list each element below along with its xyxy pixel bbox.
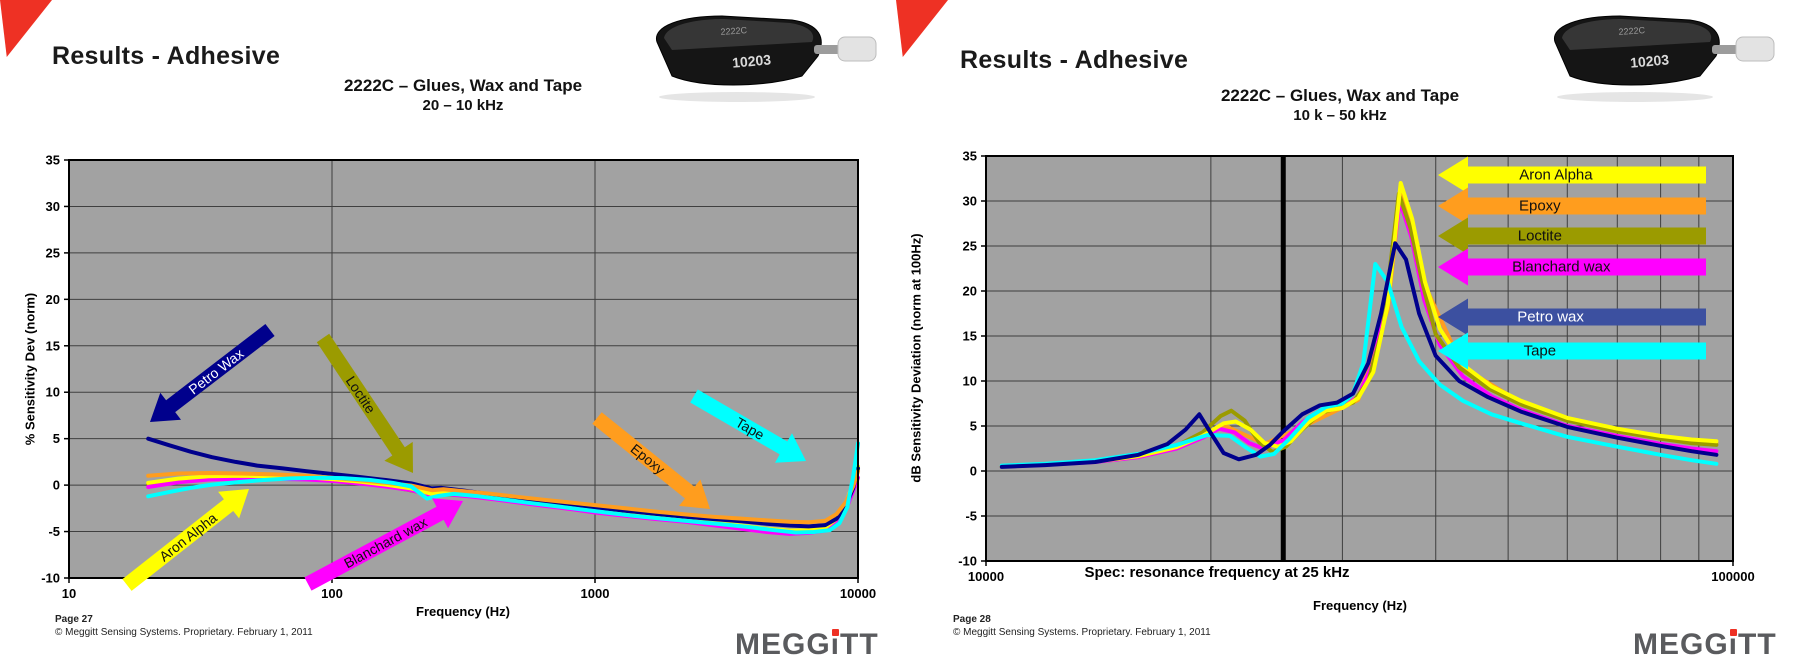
x-tick-label: 10: [62, 586, 76, 601]
legend-blanchard-wax-label: Blanchard wax: [1512, 259, 1611, 276]
curve-tape: [146, 441, 860, 535]
y-tick-label: -5: [48, 524, 60, 539]
device-cable: [814, 45, 842, 54]
device-top-face: [664, 19, 814, 50]
device-serial-text: 10203: [731, 51, 771, 70]
y-tick-label: 5: [53, 431, 60, 446]
y-tick-label: 10: [46, 385, 60, 400]
copyright-text: © Meggitt Sensing Systems. Proprietary. …: [953, 627, 1211, 638]
device-model-text: 2222C: [1618, 25, 1646, 37]
chart-title: 2222C – Glues, Wax and Tape: [343, 76, 583, 95]
y-tick-label: 25: [46, 245, 60, 260]
meggitt-logo: MEGGıTT: [735, 628, 879, 662]
tape-arrow: [690, 389, 806, 463]
y-tick-label: 5: [970, 419, 977, 434]
x-tick-label: 100000: [1711, 569, 1754, 584]
chart-subtitle: 20 – 10 kHz: [422, 97, 504, 114]
page-number: Page 28: [953, 614, 991, 625]
legend-aron-alpha-label: Aron Alpha: [1519, 167, 1593, 184]
plot-border: [68, 159, 859, 579]
x-tick-label: 10000: [968, 569, 1004, 584]
legend-petro-wax-label: Petro wax: [1517, 309, 1584, 326]
accelerometer-image: 2222C 10203: [656, 15, 877, 102]
x-axis-title: Frequency (Hz): [416, 604, 510, 619]
device-top-face: [1562, 19, 1712, 50]
page-title: Results - Adhesive: [52, 42, 281, 70]
device-connector: [837, 36, 877, 62]
y-tick-label: -10: [958, 554, 977, 569]
y-tick-label: 0: [970, 464, 977, 479]
loctite-arrow: [316, 333, 413, 473]
plot-border: [985, 155, 1734, 562]
x-tick-label: 10000: [840, 586, 876, 601]
page-title: Results - Adhesive: [960, 46, 1189, 74]
y-tick-label: 15: [963, 329, 977, 344]
legend-loctite: [1438, 217, 1706, 255]
legend-tape-label: Tape: [1524, 343, 1557, 360]
curve-epoxy: [146, 469, 860, 525]
logo-text: MEGG: [1633, 628, 1729, 661]
y-tick-label: 25: [963, 239, 977, 254]
legend-tape: [1438, 332, 1706, 370]
y-tick-label: 30: [963, 194, 977, 209]
curve-petro-wax: [999, 241, 1719, 469]
chart-subtitle: 10 k – 50 kHz: [1293, 107, 1387, 124]
y-tick-label: 35: [46, 153, 60, 168]
device-model-text: 2222C: [720, 25, 748, 37]
logo-text: TT: [840, 628, 879, 661]
device-cable: [1712, 45, 1740, 54]
device-shadow: [1557, 92, 1713, 102]
device-shadow: [659, 92, 815, 102]
y-tick-label: 35: [963, 149, 977, 164]
petro-wax-arrow: [150, 324, 275, 422]
device-serial-text: 10203: [1629, 51, 1669, 70]
spec-note: Spec: resonance frequency at 25 kHz: [1084, 564, 1350, 581]
legend-petro-wax: [1438, 298, 1706, 336]
legend-blanchard-wax: [1438, 248, 1706, 286]
legend-aron-alpha: [1438, 156, 1706, 194]
legend-epoxy: [1438, 187, 1706, 225]
meggitt-logo: MEGGıTT: [1633, 628, 1777, 662]
y-tick-label: 20: [46, 292, 60, 307]
y-tick-label: -10: [41, 571, 60, 586]
copyright-text: © Meggitt Sensing Systems. Proprietary. …: [55, 627, 313, 638]
page-number: Page 27: [55, 614, 93, 625]
epoxy-arrow: [592, 412, 710, 509]
y-tick-label: 10: [963, 374, 977, 389]
logo-i-red-dot: ı: [1728, 628, 1739, 661]
aron-alpha-arrow: [122, 489, 249, 591]
logo-text: TT: [1738, 628, 1777, 661]
device-connector: [1735, 36, 1775, 62]
legend-loctite-label: Loctite: [1518, 228, 1562, 245]
logo-text: MEGG: [735, 628, 831, 661]
accelerometer-image: 2222C 10203: [1554, 15, 1775, 102]
y-tick-label: 0: [53, 478, 60, 493]
logo-i-red-dot: ı: [830, 628, 841, 661]
y-axis-title: % Sensitivity Dev (norm): [22, 292, 38, 446]
chart-10-k-50-khz: -10 -5 0 5 10 15 20 25 30 35 10000 100000 Aron Alpha…: [958, 149, 1754, 585]
plot-area: [69, 160, 858, 578]
x-axis-title: Frequency (Hz): [1313, 598, 1407, 613]
y-tick-label: 20: [963, 284, 977, 299]
y-axis-title: dB Sensitivity Deviation (norm at 100Hz): [908, 233, 924, 483]
y-tick-label: -5: [965, 509, 977, 524]
x-tick-label: 1000: [581, 586, 610, 601]
blanchard-wax-arrow: [304, 498, 463, 591]
chart-title: 2222C – Glues, Wax and Tape: [1220, 86, 1460, 105]
y-tick-label: 30: [46, 199, 60, 214]
y-tick-label: 15: [46, 338, 60, 353]
legend-epoxy-label: Epoxy: [1519, 198, 1561, 215]
x-tick-label: 100: [321, 586, 343, 601]
